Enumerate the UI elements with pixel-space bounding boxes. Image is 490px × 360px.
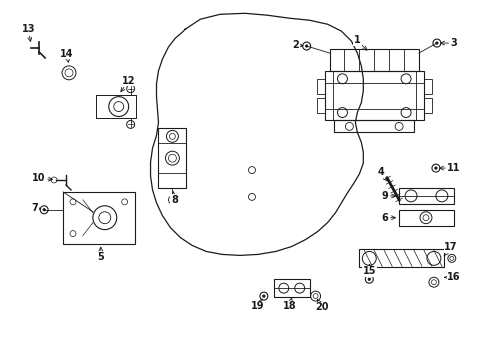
Text: 5: 5 [98, 247, 104, 262]
Bar [317, 79, 324, 94]
Text: 8: 8 [171, 192, 178, 205]
Text: 12: 12 [121, 76, 135, 92]
Text: 17: 17 [444, 243, 458, 256]
Text: 19: 19 [251, 299, 265, 311]
Text: 13: 13 [22, 24, 35, 41]
Text: 15: 15 [363, 264, 376, 276]
Bar [399, 210, 454, 226]
Text: 16: 16 [445, 272, 461, 282]
Bar [63, 192, 135, 243]
Text: 2: 2 [293, 40, 303, 50]
Circle shape [43, 208, 46, 211]
Text: 4: 4 [378, 167, 387, 181]
Bar [324, 71, 424, 121]
Circle shape [263, 295, 265, 297]
Circle shape [368, 278, 370, 280]
Bar [335, 121, 414, 132]
Text: 18: 18 [283, 298, 296, 311]
Text: 20: 20 [315, 300, 328, 312]
Text: 11: 11 [440, 163, 461, 173]
Bar [424, 98, 432, 113]
Circle shape [436, 42, 438, 44]
Text: 7: 7 [32, 203, 41, 213]
Bar [359, 249, 444, 267]
Circle shape [305, 45, 308, 47]
Bar [317, 98, 324, 113]
Bar [399, 188, 454, 204]
Bar [158, 129, 186, 188]
Text: 3: 3 [441, 38, 457, 48]
Text: 14: 14 [60, 49, 74, 62]
Text: 9: 9 [382, 191, 395, 201]
Bar [329, 49, 419, 71]
Circle shape [435, 167, 437, 169]
Text: 1: 1 [354, 35, 367, 50]
Bar [424, 79, 432, 94]
Text: 10: 10 [32, 173, 52, 183]
Text: 6: 6 [382, 213, 395, 223]
Bar [274, 279, 310, 297]
